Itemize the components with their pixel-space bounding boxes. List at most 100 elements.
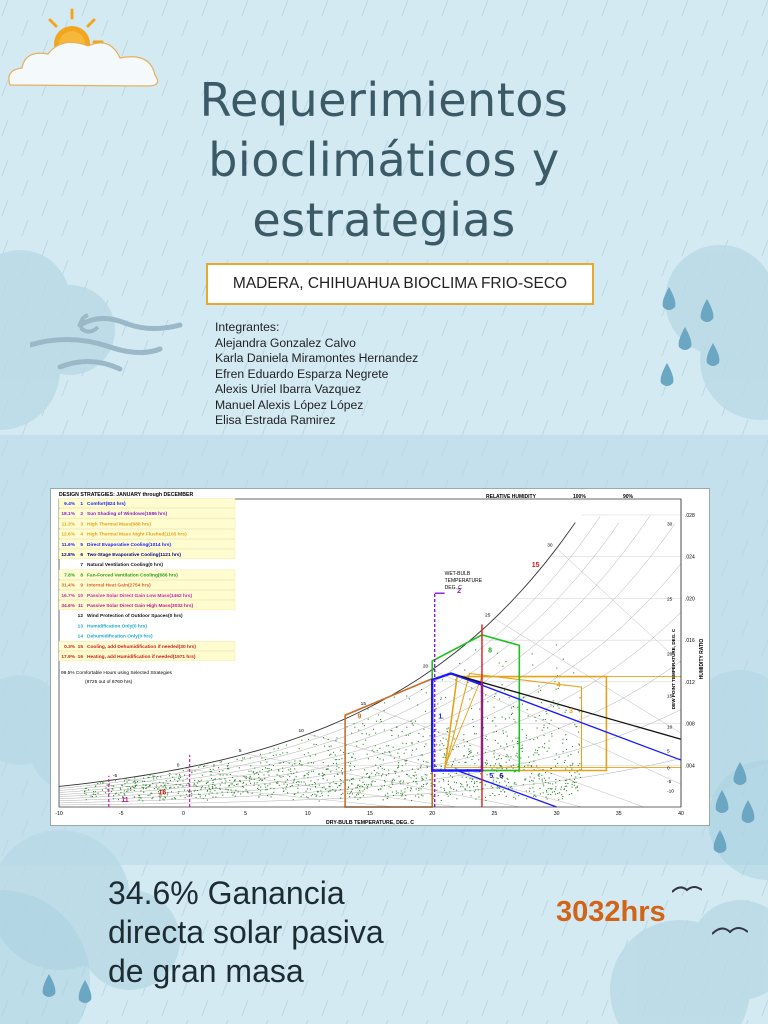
data-point bbox=[295, 776, 297, 778]
data-point bbox=[126, 790, 128, 792]
data-point bbox=[336, 759, 338, 761]
data-point bbox=[169, 773, 171, 775]
data-point bbox=[474, 733, 476, 735]
data-point bbox=[378, 773, 380, 775]
data-point bbox=[571, 775, 573, 777]
data-point bbox=[551, 791, 553, 793]
data-point bbox=[145, 787, 147, 789]
data-point bbox=[172, 776, 174, 778]
data-point bbox=[260, 778, 262, 780]
data-point bbox=[218, 771, 220, 773]
data-point bbox=[410, 777, 412, 779]
data-point bbox=[282, 752, 284, 754]
data-point bbox=[212, 782, 214, 784]
data-point bbox=[399, 781, 401, 783]
data-point bbox=[571, 745, 573, 747]
data-point bbox=[291, 785, 293, 787]
data-point bbox=[543, 727, 545, 729]
data-point bbox=[328, 785, 330, 787]
data-point bbox=[256, 771, 258, 773]
data-point bbox=[252, 771, 254, 773]
members-heading: Integrantes: bbox=[215, 320, 280, 334]
data-point bbox=[386, 797, 388, 799]
strategy-highlight bbox=[58, 549, 236, 560]
data-point bbox=[326, 779, 328, 781]
strategy-highlight bbox=[58, 539, 236, 549]
data-point bbox=[480, 781, 482, 783]
data-point bbox=[430, 794, 432, 796]
data-point bbox=[371, 772, 373, 774]
strategy-num: 3 bbox=[80, 521, 83, 527]
data-point bbox=[453, 788, 455, 790]
data-point bbox=[404, 791, 406, 793]
data-point bbox=[175, 784, 177, 786]
data-point bbox=[219, 788, 221, 790]
data-point bbox=[354, 758, 356, 760]
data-point bbox=[124, 797, 126, 799]
data-point bbox=[305, 783, 307, 785]
data-point bbox=[406, 695, 408, 697]
data-point bbox=[429, 779, 431, 781]
data-point bbox=[561, 798, 563, 800]
data-point bbox=[533, 777, 535, 779]
data-point bbox=[473, 726, 475, 728]
data-point bbox=[384, 794, 386, 796]
data-point bbox=[346, 726, 348, 728]
data-point bbox=[373, 751, 375, 753]
data-point bbox=[471, 758, 473, 760]
data-point bbox=[246, 791, 248, 793]
data-point bbox=[417, 793, 419, 795]
data-point bbox=[435, 708, 437, 710]
data-point bbox=[350, 762, 352, 764]
data-point bbox=[555, 778, 557, 780]
data-point bbox=[387, 796, 389, 798]
data-point bbox=[212, 780, 214, 782]
data-point bbox=[261, 757, 263, 759]
data-point bbox=[149, 784, 151, 786]
data-point bbox=[111, 785, 113, 787]
data-point bbox=[319, 795, 321, 797]
data-point bbox=[506, 777, 508, 779]
data-point bbox=[478, 759, 480, 761]
data-point bbox=[115, 780, 117, 782]
data-point bbox=[558, 707, 560, 709]
data-point bbox=[306, 773, 308, 775]
data-point bbox=[544, 781, 546, 783]
data-point bbox=[303, 776, 305, 778]
data-point bbox=[293, 780, 295, 782]
data-point bbox=[495, 731, 497, 733]
data-point bbox=[510, 786, 512, 788]
data-point bbox=[566, 779, 568, 781]
data-point bbox=[542, 769, 544, 771]
data-point bbox=[391, 730, 393, 732]
data-point bbox=[359, 779, 361, 781]
data-point bbox=[84, 787, 86, 789]
data-point bbox=[338, 767, 340, 769]
data-point bbox=[143, 777, 145, 779]
data-point bbox=[391, 782, 393, 784]
data-point bbox=[559, 779, 561, 781]
data-point bbox=[291, 764, 293, 766]
strategy-name: Comfort(824 hrs) bbox=[87, 501, 126, 507]
strategy-name: Two-Stage Evaporative Cooling(1121 hrs) bbox=[87, 552, 181, 558]
data-point bbox=[273, 788, 275, 790]
data-point bbox=[169, 775, 171, 777]
data-point bbox=[414, 720, 416, 722]
data-point bbox=[405, 734, 407, 736]
data-point bbox=[391, 791, 393, 793]
data-point bbox=[517, 737, 519, 739]
data-point bbox=[149, 785, 151, 787]
data-point bbox=[349, 796, 351, 798]
data-point bbox=[426, 774, 428, 776]
data-point bbox=[395, 792, 397, 794]
data-point bbox=[578, 743, 580, 745]
data-point bbox=[502, 730, 504, 732]
data-point bbox=[535, 749, 537, 751]
data-point bbox=[133, 790, 135, 792]
data-point bbox=[377, 756, 379, 758]
data-point bbox=[232, 776, 234, 778]
data-point bbox=[300, 795, 302, 797]
data-point bbox=[323, 786, 325, 788]
strategy-pct: 0.3% bbox=[64, 644, 76, 650]
data-point bbox=[577, 790, 579, 792]
